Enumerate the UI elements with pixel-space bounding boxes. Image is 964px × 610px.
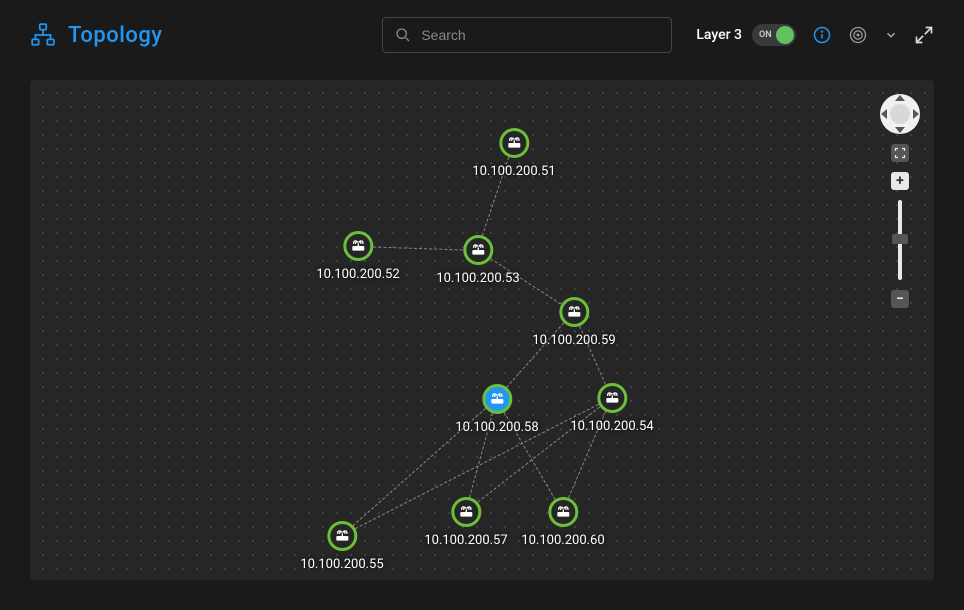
topology-node[interactable]: 10.100.200.55: [300, 521, 383, 572]
search-icon: [395, 27, 411, 43]
title-group: Topology: [30, 22, 163, 48]
topology-node[interactable]: 10.100.200.57: [424, 497, 507, 548]
pan-control[interactable]: [880, 94, 920, 134]
topology-node[interactable]: 10.100.200.60: [521, 497, 604, 548]
node-label: 10.100.200.51: [472, 164, 555, 179]
topology-icon: [30, 22, 56, 48]
router-icon: [548, 497, 578, 527]
router-icon: [559, 297, 589, 327]
topology-node[interactable]: 10.100.200.58: [455, 384, 538, 435]
toggle-state-text: ON: [759, 30, 772, 40]
topology-node[interactable]: 10.100.200.51: [472, 128, 555, 179]
node-label: 10.100.200.54: [570, 419, 653, 434]
zoom-slider-track[interactable]: [898, 200, 902, 280]
router-icon: [463, 235, 493, 265]
node-label: 10.100.200.57: [424, 533, 507, 548]
node-label: 10.100.200.55: [300, 557, 383, 572]
router-icon: [451, 497, 481, 527]
topology-node[interactable]: 10.100.200.54: [570, 383, 653, 434]
node-label: 10.100.200.53: [436, 271, 519, 286]
layer-toggle-group: Layer 3 ON: [696, 24, 796, 46]
zoom-controls: + −: [880, 94, 920, 308]
topology-node[interactable]: 10.100.200.59: [532, 297, 615, 348]
search-input[interactable]: [421, 27, 659, 43]
pan-down-icon[interactable]: [895, 127, 905, 133]
node-label: 10.100.200.59: [532, 333, 615, 348]
info-icon[interactable]: [812, 25, 832, 45]
zoom-slider-thumb[interactable]: [892, 234, 908, 244]
fullscreen-icon[interactable]: [914, 25, 934, 45]
node-label: 10.100.200.60: [521, 533, 604, 548]
topology-canvas[interactable]: + − 10.100.200.51 10.100.200.52 10.100.200…: [30, 80, 934, 580]
search-box[interactable]: [382, 17, 672, 53]
pan-left-icon[interactable]: [881, 109, 887, 119]
node-label: 10.100.200.58: [455, 420, 538, 435]
toggle-knob: [776, 26, 794, 44]
router-icon: [482, 384, 512, 414]
chevron-down-icon[interactable]: [884, 28, 898, 42]
router-icon: [597, 383, 627, 413]
router-icon: [343, 231, 373, 261]
layer-toggle[interactable]: ON: [752, 24, 796, 46]
topology-node[interactable]: 10.100.200.52: [316, 231, 399, 282]
zoom-fit-button[interactable]: [891, 144, 909, 162]
header-bar: Topology Layer 3 ON: [0, 0, 964, 70]
layer-label: Layer 3: [696, 27, 742, 43]
zoom-in-button[interactable]: +: [891, 172, 909, 190]
page-title: Topology: [68, 23, 163, 48]
node-label: 10.100.200.52: [316, 267, 399, 282]
router-icon: [499, 128, 529, 158]
pan-up-icon[interactable]: [895, 95, 905, 101]
topology-node[interactable]: 10.100.200.53: [436, 235, 519, 286]
target-icon[interactable]: [848, 25, 868, 45]
zoom-out-button[interactable]: −: [891, 290, 909, 308]
pan-right-icon[interactable]: [913, 109, 919, 119]
router-icon: [327, 521, 357, 551]
